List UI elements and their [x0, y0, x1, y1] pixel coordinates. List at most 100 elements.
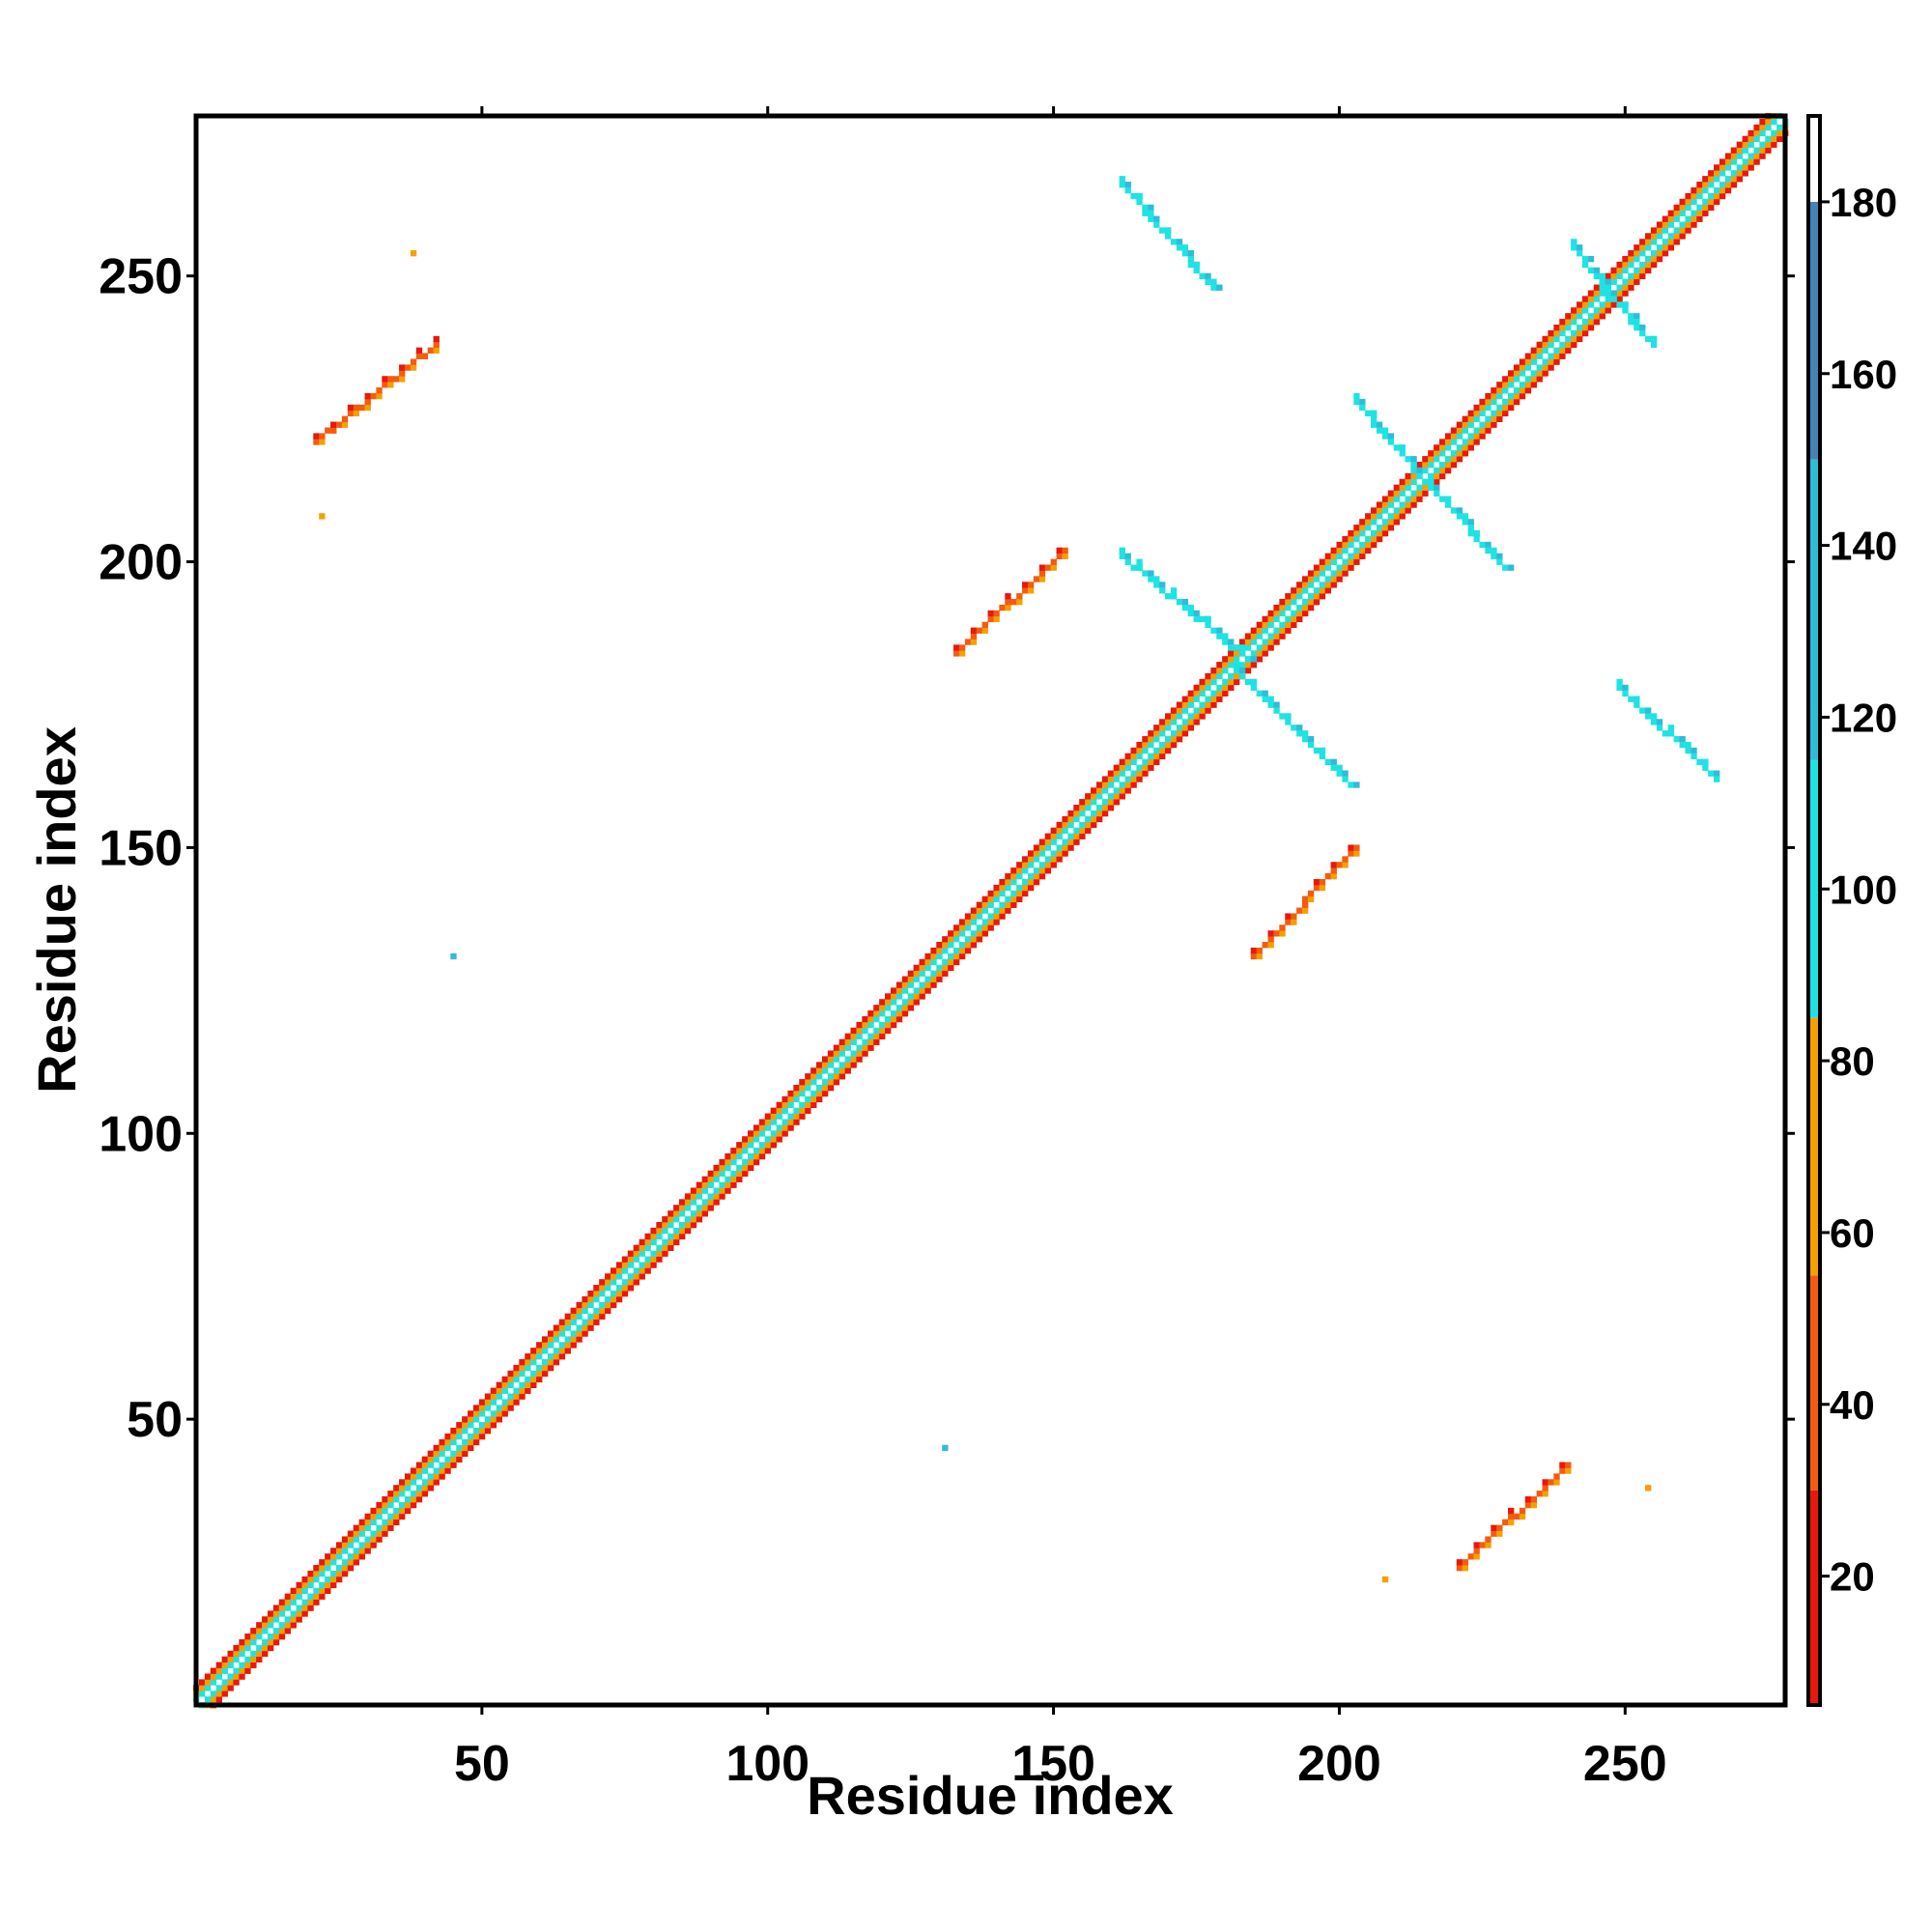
heatmap-cell	[239, 1667, 245, 1674]
heatmap-cell	[1101, 787, 1109, 794]
heatmap-cell	[793, 1095, 800, 1103]
heatmap-cell	[1393, 519, 1400, 526]
heatmap-cell	[793, 1090, 800, 1097]
heatmap-cell	[1536, 1491, 1543, 1497]
heatmap-cell	[1410, 467, 1417, 474]
heatmap-cell	[1044, 856, 1052, 863]
heatmap-cell	[307, 1570, 314, 1577]
heatmap-cell	[958, 924, 966, 931]
heatmap-cell	[605, 1285, 611, 1292]
heatmap-cell	[1267, 644, 1274, 651]
heatmap-cell	[210, 1679, 217, 1686]
heatmap-cell	[513, 1387, 520, 1394]
heatmap-cell	[1473, 404, 1480, 412]
heatmap-cell	[1742, 147, 1748, 154]
heatmap-cell	[296, 1581, 302, 1589]
heatmap-cell	[262, 1628, 269, 1634]
heatmap-cell	[1587, 319, 1595, 326]
heatmap-cell	[1113, 799, 1121, 806]
heatmap-cell	[1050, 862, 1057, 868]
heatmap-cell	[1616, 301, 1623, 308]
heatmap-cell	[1690, 215, 1697, 222]
heatmap-cell	[1228, 662, 1235, 668]
heatmap-cell	[1319, 558, 1326, 565]
heatmap-cell	[1719, 158, 1726, 165]
heatmap-cell	[1616, 296, 1623, 302]
heatmap-cell	[1456, 427, 1463, 434]
heatmap-cell	[387, 1513, 394, 1520]
heatmap-cell	[1365, 541, 1372, 549]
heatmap-cell	[611, 1273, 617, 1280]
heatmap-cell	[1130, 758, 1137, 766]
heatmap-cell	[1542, 1491, 1548, 1497]
heatmap-cell	[564, 1324, 571, 1331]
heatmap-cell	[1565, 335, 1572, 343]
heatmap-cell	[496, 1405, 502, 1411]
heatmap-cell	[1730, 153, 1738, 159]
heatmap-cell	[1508, 1519, 1515, 1526]
heatmap-cell	[513, 1393, 520, 1400]
heatmap-cell	[1342, 547, 1349, 554]
heatmap-cell	[816, 1073, 823, 1080]
heatmap-cell	[1599, 290, 1606, 297]
heatmap-cell	[1416, 496, 1423, 502]
heatmap-cell	[496, 1416, 502, 1423]
heatmap-cell	[1296, 730, 1303, 737]
heatmap-cell	[1142, 741, 1149, 749]
heatmap-cell	[1159, 587, 1166, 594]
heatmap-cell	[1038, 867, 1046, 874]
heatmap-cell	[1067, 838, 1074, 845]
heatmap-cell	[1634, 267, 1640, 274]
heatmap-cell	[1742, 164, 1748, 171]
heatmap-cell	[330, 1576, 337, 1583]
heatmap-cell	[484, 1399, 492, 1406]
heatmap-cell	[1434, 444, 1440, 451]
heatmap-cell	[1205, 696, 1211, 702]
heatmap-cell	[582, 1307, 588, 1315]
heatmap-cell	[1124, 753, 1131, 760]
heatmap-cell	[587, 1319, 594, 1325]
heatmap-cell	[1285, 627, 1292, 634]
heatmap-cell	[748, 1164, 754, 1172]
heatmap-cell	[1187, 701, 1194, 708]
heatmap-cell	[930, 952, 937, 960]
heatmap-cell	[1416, 461, 1423, 469]
heatmap-cell	[1565, 1462, 1572, 1468]
heatmap-cell	[330, 1559, 337, 1566]
heatmap-cell	[1027, 878, 1035, 886]
heatmap-cell	[764, 1113, 772, 1120]
heatmap-cell	[1342, 564, 1349, 571]
heatmap-cell	[1634, 313, 1640, 320]
heatmap-cell	[936, 952, 943, 960]
heatmap-cell	[827, 1079, 835, 1086]
heatmap-cell	[507, 1370, 514, 1378]
heatmap-cell	[936, 947, 943, 954]
heatmap-cell	[547, 1364, 554, 1372]
heatmap-cell	[1313, 587, 1321, 594]
heatmap-cell	[410, 1473, 417, 1480]
heatmap-cell	[1279, 604, 1286, 611]
heatmap-cell	[1587, 255, 1595, 263]
heatmap-cell	[1022, 890, 1029, 897]
heatmap-cell	[662, 1238, 668, 1246]
heatmap-cell	[593, 1291, 600, 1297]
heatmap-cell	[393, 1513, 400, 1520]
heatmap-cell	[296, 1587, 302, 1595]
heatmap-cell	[421, 1479, 429, 1486]
heatmap-cell	[1536, 376, 1543, 383]
heatmap-cell	[1244, 662, 1252, 668]
heatmap-cell	[358, 1548, 365, 1554]
heatmap-cell	[1359, 398, 1366, 406]
heatmap-cell	[862, 1044, 868, 1051]
heatmap-cell	[707, 1193, 714, 1200]
heatmap-cell	[319, 1581, 326, 1589]
heatmap-cell	[1714, 164, 1720, 171]
heatmap-cell	[1301, 895, 1309, 903]
heatmap-cell	[530, 1370, 537, 1378]
heatmap-cell	[1067, 833, 1074, 839]
heatmap-cell	[250, 1628, 257, 1634]
heatmap-cell	[1616, 684, 1623, 692]
heatmap-cell	[472, 1416, 480, 1423]
heatmap-cell	[1667, 215, 1675, 222]
heatmap-cell	[1342, 776, 1349, 782]
